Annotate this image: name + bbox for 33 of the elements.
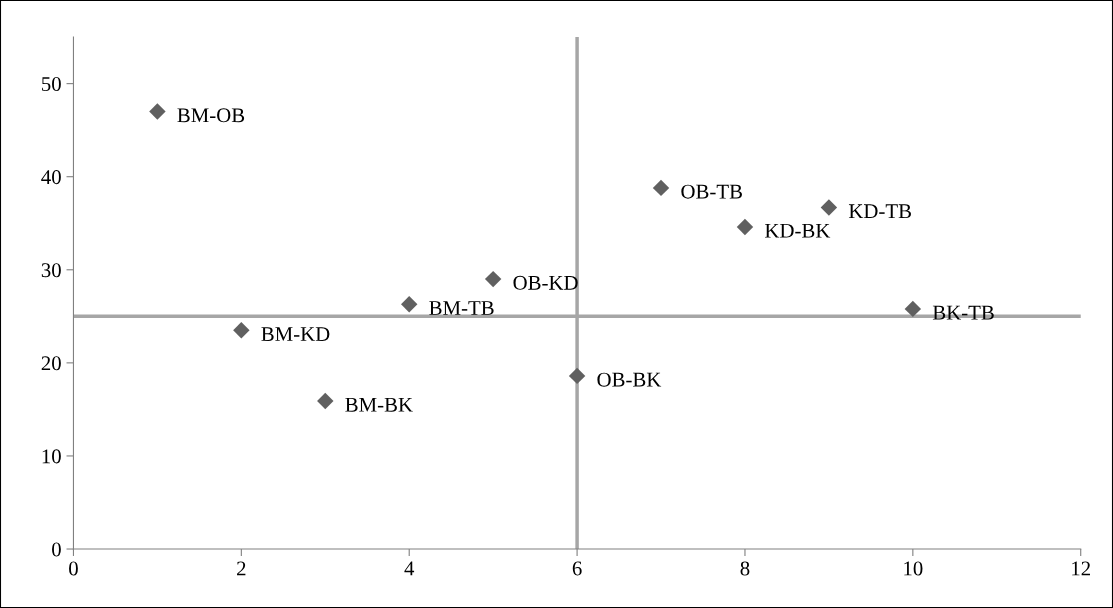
y-tick-label: 10	[42, 449, 61, 464]
y-tick-label: 50	[42, 77, 61, 92]
annotation: OB-BK	[597, 372, 662, 387]
x-tick-label: 12	[1072, 561, 1090, 576]
annotation: OB-KD	[513, 275, 578, 290]
annotation: BM-TB	[429, 301, 494, 315]
point	[820, 199, 838, 216]
annotation: KD-BK	[765, 223, 831, 238]
x-tick-label: 8	[740, 561, 750, 576]
x-tick-label: 4	[404, 561, 415, 576]
point	[149, 103, 166, 120]
y-tick-label: 30	[41, 263, 61, 278]
annotation: OB-TB	[681, 184, 742, 199]
x-tick-label: 6	[572, 561, 582, 576]
point	[317, 392, 334, 410]
point	[484, 270, 502, 288]
point	[904, 300, 922, 318]
point	[401, 296, 418, 313]
annotation: KD-TB	[848, 204, 911, 219]
point	[736, 218, 754, 236]
x-tick-label: 2	[237, 561, 246, 576]
point	[568, 367, 586, 385]
point	[233, 322, 250, 339]
y-tick-label: 20	[41, 356, 61, 371]
x-tick-label: 0	[69, 561, 78, 576]
y-tick-label: 0	[52, 542, 61, 557]
annotation: BK-TB	[932, 305, 994, 320]
x-tick-label: 10	[904, 561, 923, 576]
point	[652, 179, 670, 197]
y-tick-label: 40	[41, 170, 61, 185]
annotation: BM-BK	[345, 397, 413, 412]
annotation: BM-KD	[261, 327, 330, 341]
annotation: BM-OB	[177, 108, 245, 123]
